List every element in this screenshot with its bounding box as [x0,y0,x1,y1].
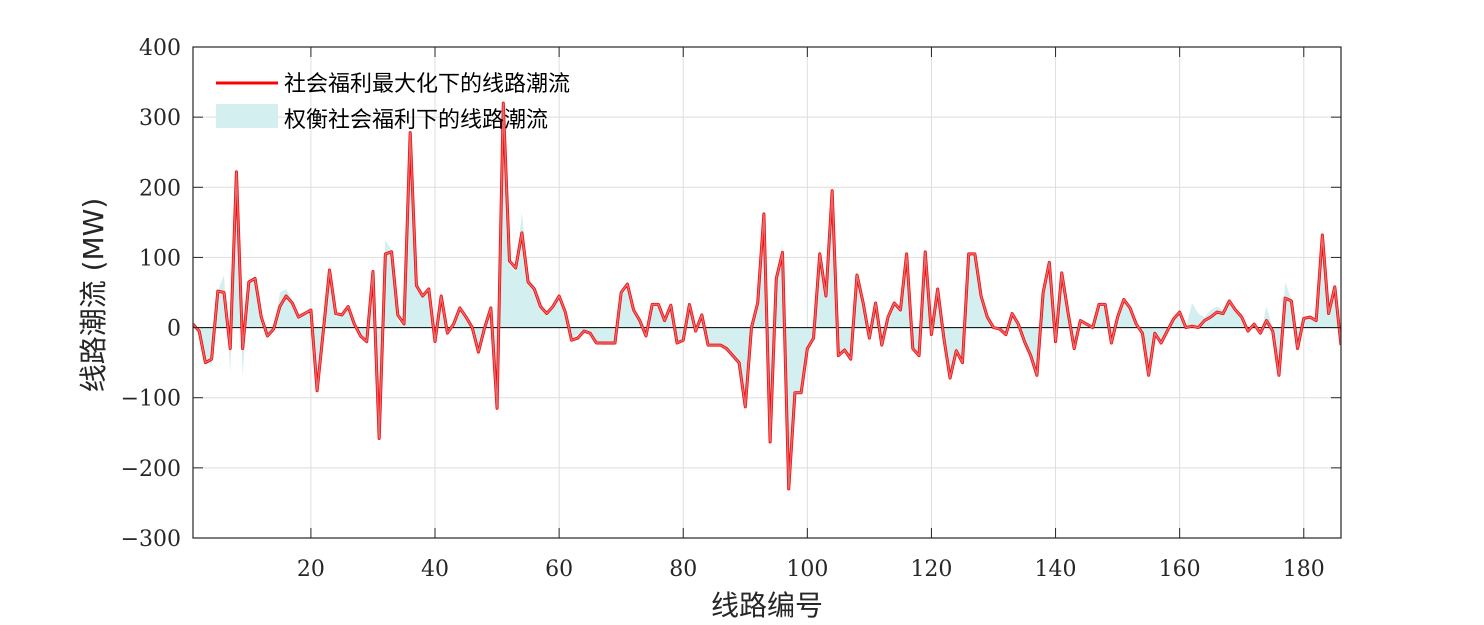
legend-entry-2: 权衡社会福利下的线路潮流 [284,108,548,133]
x-axis-title: 线路编号 [711,589,823,622]
grid-lines [193,47,1341,538]
y-tick-label: 200 [139,176,181,201]
x-tick-label: 120 [910,557,952,582]
plot-frame [192,46,1342,539]
line-series-layer [193,101,1341,491]
y-tick-label: 400 [139,36,181,61]
y-tick-label: −300 [121,527,181,552]
x-tick-label: 100 [786,557,828,582]
line-series-inner [193,102,1341,490]
legend-entry-1: 社会福利最大化下的线路潮流 [284,72,570,97]
x-tick-label: 160 [1159,557,1201,582]
y-tick-label: 300 [139,106,181,131]
y-tick-label: −200 [121,457,181,482]
y-axis-title: 线路潮流 (MW) [77,198,110,393]
x-tick-label: 180 [1283,557,1325,582]
x-tick-label: 60 [545,557,573,582]
x-tick-label: 20 [297,557,325,582]
x-tick-label: 80 [669,557,697,582]
y-tick-label: 100 [139,246,181,271]
y-tick-label: −100 [121,387,181,412]
legend-area-swatch [216,104,278,128]
y-tick-labels: −300 −200 −100 0 100 200 300 400 [121,36,181,552]
x-tick-labels: 20 40 60 80 100 120 140 160 180 [297,557,1325,582]
legend: 社会福利最大化下的线路潮流 权衡社会福利下的线路潮流 [216,72,570,133]
x-tick-label: 40 [421,557,449,582]
y-tick-label: 0 [167,317,181,342]
axis-ticks [193,46,1341,539]
x-tick-label: 140 [1035,557,1077,582]
